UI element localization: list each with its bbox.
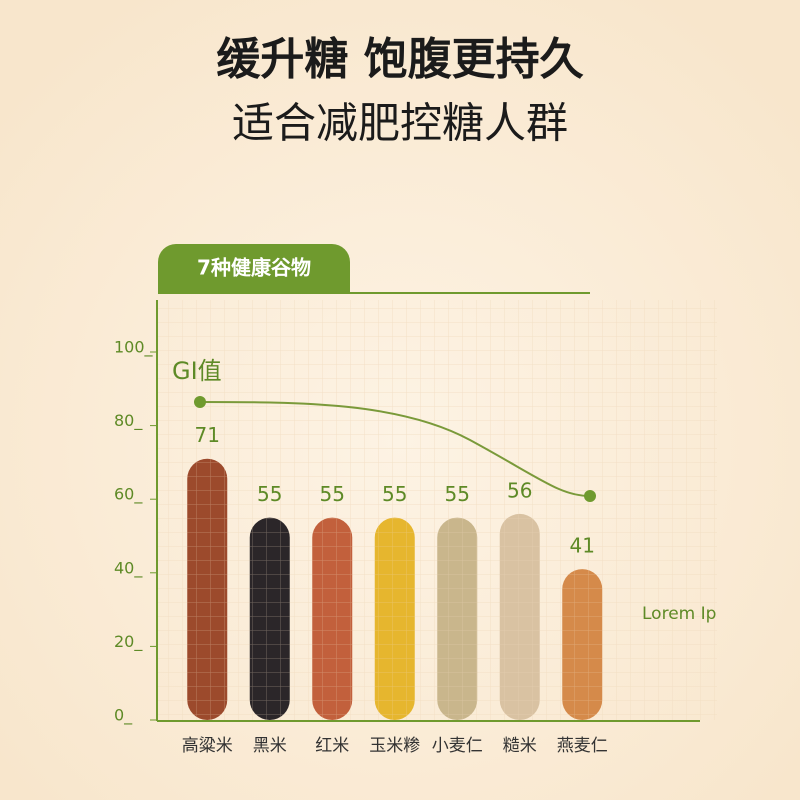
- curve-dot: [194, 396, 206, 408]
- x-tick-label: 红米: [315, 736, 349, 756]
- y-tick-label: 40_: [114, 558, 143, 578]
- bar-texture: [437, 517, 478, 720]
- x-tick-label: 高粱米: [182, 736, 233, 756]
- y-tick-label: 80_: [114, 411, 143, 431]
- data-label: 55: [320, 482, 345, 506]
- tab: [158, 244, 350, 293]
- x-tick-label: 玉米糁: [369, 736, 420, 756]
- curve-dot: [584, 490, 596, 502]
- y-tick-label: 60_: [114, 485, 143, 505]
- headline: 缓升糖 饱腹更持久: [216, 34, 583, 85]
- y-tick-label: 20_: [114, 632, 143, 652]
- y-tick-label: 100_: [114, 338, 154, 358]
- data-label: 55: [445, 482, 470, 506]
- bar-texture: [499, 513, 540, 720]
- data-label: 55: [257, 482, 282, 506]
- subheadline: 适合减肥控糖人群: [232, 99, 568, 148]
- data-label: 41: [570, 534, 595, 558]
- grid-pattern: [157, 300, 717, 720]
- bar-texture: [562, 569, 603, 720]
- bar-texture: [249, 517, 290, 720]
- tab-label: 7种健康谷物: [197, 256, 311, 280]
- gi-curve: [199, 401, 591, 497]
- y-tick-label: 0_: [114, 706, 133, 726]
- bar-texture: [312, 517, 353, 720]
- x-tick-label: 小麦仁: [432, 736, 483, 756]
- data-label: 56: [507, 478, 532, 502]
- x-tick-label: 糙米: [503, 736, 537, 756]
- series-label: GI值: [172, 357, 222, 385]
- x-tick-label: 燕麦仁: [557, 736, 608, 756]
- data-label: 55: [382, 482, 407, 506]
- bar-texture: [374, 517, 415, 720]
- data-label: 71: [195, 423, 220, 447]
- side-note: Lorem Ip: [642, 604, 716, 624]
- bar-texture: [187, 458, 228, 720]
- x-tick-label: 黑米: [253, 736, 287, 756]
